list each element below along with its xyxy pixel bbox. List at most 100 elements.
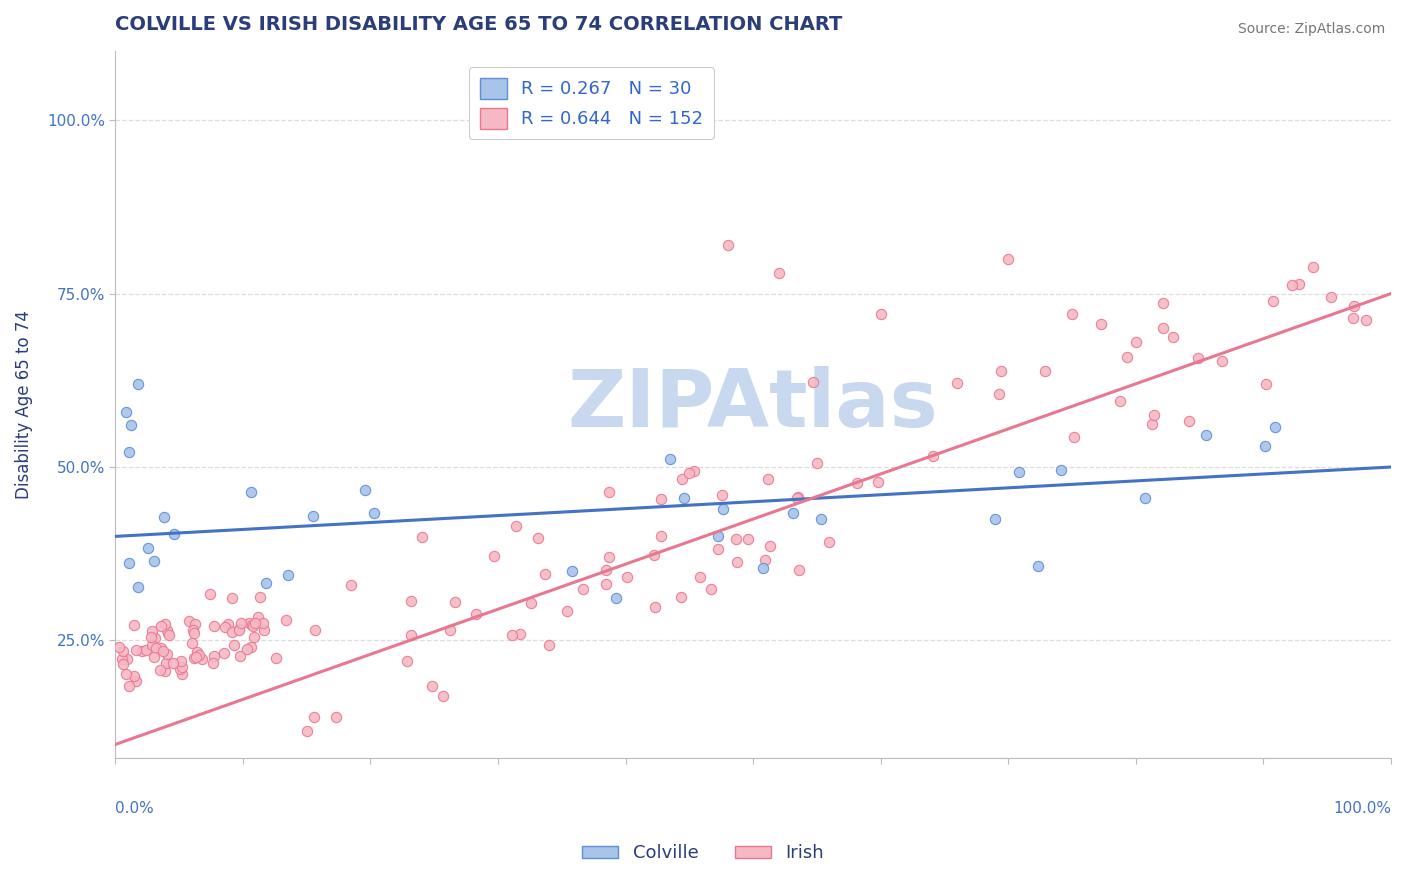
- Point: [124, 617, 146, 632]
- Point: [141, 630, 163, 644]
- Point: [114, 666, 136, 681]
- Point: [188, 648, 211, 662]
- Point: [253, 624, 276, 638]
- Point: [411, 530, 433, 544]
- Point: [183, 626, 205, 640]
- Point: [399, 627, 422, 641]
- Point: [439, 624, 461, 638]
- Point: [363, 507, 385, 521]
- Point: [643, 548, 665, 562]
- Point: [595, 577, 617, 591]
- Point: [984, 512, 1007, 526]
- Point: [669, 591, 692, 605]
- Point: [240, 640, 263, 655]
- Point: [988, 387, 1011, 401]
- Point: [1254, 376, 1277, 391]
- Point: [149, 619, 172, 633]
- Point: [465, 607, 488, 621]
- Point: [737, 533, 759, 547]
- Point: [155, 648, 177, 662]
- Point: [184, 649, 207, 664]
- Point: [254, 576, 277, 591]
- Point: [186, 645, 208, 659]
- Point: [181, 636, 204, 650]
- Point: [125, 642, 148, 657]
- Point: [846, 476, 869, 491]
- Point: [1109, 394, 1132, 409]
- Point: [759, 539, 782, 553]
- Point: [202, 656, 225, 670]
- Point: [264, 651, 287, 665]
- Point: [172, 660, 194, 674]
- Point: [172, 666, 194, 681]
- Point: [295, 723, 318, 738]
- Point: [803, 375, 825, 389]
- Point: [156, 626, 179, 640]
- Point: [673, 491, 696, 505]
- Point: [537, 639, 560, 653]
- Point: [707, 529, 730, 543]
- Point: [141, 624, 163, 638]
- Point: [616, 570, 638, 584]
- Point: [153, 509, 176, 524]
- Point: [1288, 277, 1310, 292]
- Point: [482, 549, 505, 563]
- Point: [1341, 311, 1364, 326]
- Point: [1008, 465, 1031, 479]
- Point: [240, 618, 263, 632]
- Point: [221, 591, 243, 605]
- Point: [555, 604, 578, 618]
- Point: [135, 643, 157, 657]
- Point: [1143, 408, 1166, 422]
- Point: [184, 616, 207, 631]
- Point: [118, 679, 141, 693]
- Point: [236, 642, 259, 657]
- Point: [509, 626, 531, 640]
- Point: [1050, 463, 1073, 477]
- Point: [202, 648, 225, 663]
- Point: [520, 596, 543, 610]
- Point: [152, 643, 174, 657]
- Point: [678, 466, 700, 480]
- Point: [1261, 293, 1284, 308]
- Point: [141, 638, 163, 652]
- Point: [125, 674, 148, 689]
- Point: [228, 648, 250, 663]
- Text: Source: ZipAtlas.com: Source: ZipAtlas.com: [1237, 22, 1385, 37]
- Point: [181, 623, 204, 637]
- Point: [754, 553, 776, 567]
- Point: [399, 593, 422, 607]
- Text: COLVILLE VS IRISH DISABILITY AGE 65 TO 74 CORRELATION CHART: COLVILLE VS IRISH DISABILITY AGE 65 TO 7…: [115, 15, 842, 34]
- Point: [810, 512, 832, 526]
- Point: [242, 619, 264, 633]
- Point: [501, 628, 523, 642]
- Point: [252, 616, 274, 631]
- Point: [243, 615, 266, 630]
- Point: [156, 624, 179, 638]
- Point: [724, 532, 747, 546]
- Point: [170, 654, 193, 668]
- Text: 0.0%: 0.0%: [115, 801, 155, 816]
- Point: [221, 625, 243, 640]
- Point: [274, 613, 297, 627]
- Point: [1355, 312, 1378, 326]
- Point: [1153, 321, 1175, 335]
- Point: [229, 615, 252, 630]
- Point: [325, 710, 347, 724]
- Point: [127, 376, 149, 391]
- Point: [142, 649, 165, 664]
- Point: [752, 561, 775, 575]
- Point: [1035, 363, 1057, 377]
- Point: [806, 456, 828, 470]
- Point: [945, 376, 967, 390]
- Point: [217, 616, 239, 631]
- Point: [1115, 350, 1137, 364]
- Point: [420, 679, 443, 693]
- Point: [1161, 329, 1184, 343]
- Point: [145, 632, 167, 646]
- Point: [1302, 260, 1324, 274]
- Point: [353, 483, 375, 497]
- Point: [118, 556, 141, 570]
- Point: [177, 614, 200, 628]
- Point: [598, 549, 620, 564]
